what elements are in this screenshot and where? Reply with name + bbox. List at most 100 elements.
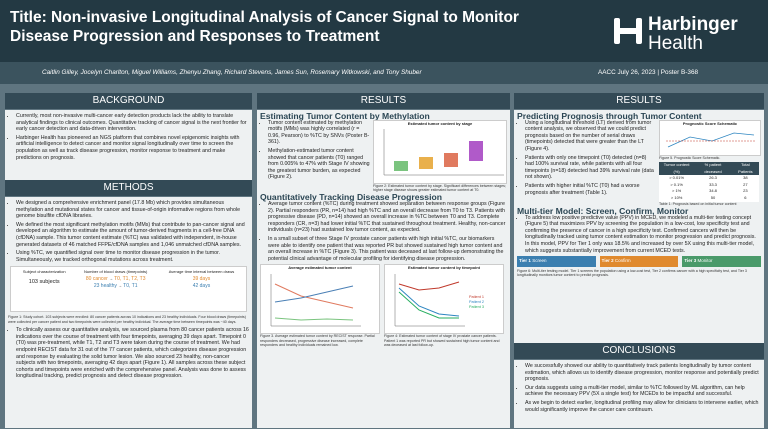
figure-3a: Average estimated tumor content bbox=[260, 264, 380, 335]
caption: Figure 2: Estimated tumor content by sta… bbox=[373, 183, 506, 192]
caption: Figure 1: Study cohort. 103 subjects wer… bbox=[8, 315, 246, 324]
caption: Figure 6: Multi-tier testing model. Tier… bbox=[517, 268, 747, 278]
caption: Table 1: Prognosis based on initial tumo… bbox=[659, 201, 737, 206]
caption: Figure 3. Average estimated tumor conten… bbox=[260, 334, 375, 348]
schematic-illustration bbox=[666, 132, 756, 148]
title: Title: Non-invasive Longitudinal Analysi… bbox=[10, 9, 519, 45]
table-cell: T0, T1, T2, T3 bbox=[114, 275, 146, 282]
subheading: Estimating Tumor Content by Methylation bbox=[260, 111, 430, 121]
legend-entry: Patient 1 bbox=[469, 295, 484, 300]
prognosis-table: Tumor content (%) % patient deceased Total… bbox=[659, 162, 759, 202]
bullet: Our data suggests using a multi-tier mod… bbox=[525, 385, 761, 398]
figure-title: Average estimated tumor content bbox=[288, 265, 352, 271]
bullet: We successfully showed our ability to qu… bbox=[525, 363, 761, 383]
caption: Figure 5. Prognostic Score Schematic. bbox=[659, 155, 721, 160]
bullet: Harbinger Health has pioneered an NGS pl… bbox=[16, 135, 249, 161]
bullet: To clinically assess our quantitative an… bbox=[16, 327, 249, 380]
table-cell: 33.3 bbox=[709, 181, 717, 187]
table-row: > 1% 34.8 23 bbox=[659, 188, 759, 195]
section-heading: BACKGROUND bbox=[5, 93, 252, 109]
figure-2: Estimated tumor content by stage bbox=[373, 119, 507, 184]
bullet: As we begin to detect earlier, longitudi… bbox=[525, 400, 761, 413]
table-header: Average time interval between draws bbox=[168, 269, 235, 275]
bullet: Tumor content estimated by methylation m… bbox=[268, 120, 370, 146]
legend: Patient 1 Patient 2 Patient 3 bbox=[469, 295, 484, 310]
table-header: Number of blood draws (timepoints) bbox=[84, 269, 148, 275]
conclusions-panel: We successfully showed our ability to qu… bbox=[514, 360, 764, 428]
table-cell: 6 bbox=[744, 194, 747, 200]
table-cell: 103 subjects bbox=[28, 279, 60, 286]
legend-entry: Patient 2 bbox=[469, 300, 484, 305]
line-chart-illustration bbox=[394, 273, 465, 327]
section-heading: RESULTS bbox=[514, 93, 764, 109]
tier-box: Tier 3 Monitor bbox=[682, 256, 762, 267]
logo-icon bbox=[614, 18, 642, 44]
section-heading: METHODS bbox=[5, 180, 252, 196]
subheading: Predicting Prognosis through Tumor Conte… bbox=[517, 111, 702, 121]
author-band bbox=[0, 62, 768, 84]
legend-entry: Patient 3 bbox=[469, 305, 484, 310]
table-cell: 27 bbox=[743, 181, 748, 187]
tier-box: Tier 1 Screen bbox=[517, 256, 596, 267]
bullet: Patients with only one timepoint (T0) de… bbox=[525, 155, 656, 181]
table-cell: 34.8 bbox=[709, 188, 717, 194]
table-cell: 50 bbox=[710, 194, 716, 200]
table-row: > 0.1% 33.3 27 bbox=[659, 182, 759, 189]
line-chart-illustration bbox=[270, 273, 361, 327]
table-header: % patient deceased bbox=[704, 162, 722, 174]
table-cell: 42 days bbox=[192, 282, 211, 289]
table-cell: > 0.1% bbox=[670, 181, 683, 187]
subheading: Multi-tier Model: Screen, Confirm, Monit… bbox=[517, 205, 689, 216]
bullet: Currently, most non-invasive multi-cance… bbox=[16, 113, 249, 133]
table-cell: 23 bbox=[743, 188, 748, 194]
figure-title: Estimated tumor content by timepoint bbox=[407, 265, 480, 271]
tier-text: Screen bbox=[532, 258, 547, 264]
subheading: Quantitatively Tracking Disease Progress… bbox=[260, 192, 442, 203]
table-cell: > 1% bbox=[672, 188, 682, 194]
authors: Caitlin Gilley, Jocelyn Charlton, Miguel… bbox=[42, 69, 422, 76]
results-panel: Estimating Tumor Content by Methylation … bbox=[257, 110, 510, 428]
conference: AACC July 26, 2023 | Poster B-368 bbox=[598, 69, 699, 76]
figure-title: Prognostic Score Schematic bbox=[682, 120, 738, 126]
tier-label: Tier 2 bbox=[601, 258, 614, 264]
table-header: Total Patients bbox=[738, 162, 753, 174]
bullet: Using a longitudinal threshold (LT) deri… bbox=[525, 120, 656, 153]
table-header: Subject characterization bbox=[22, 269, 66, 275]
bullet: In a small subset of three Stage IV pros… bbox=[268, 236, 507, 262]
table-cell: T0, T1 bbox=[123, 282, 138, 289]
section-heading: RESULTS bbox=[257, 93, 510, 109]
figure-3b: Estimated tumor content by timepoint Pat… bbox=[384, 264, 504, 335]
results-panel: Predicting Prognosis through Tumor Conte… bbox=[514, 110, 764, 346]
table-cell: 80 cancer bbox=[85, 275, 108, 282]
bullet: Methylation-estimated tumor content show… bbox=[268, 148, 370, 181]
boxplot-illustration bbox=[383, 129, 504, 176]
figure-1: Subject characterization Number of blood … bbox=[10, 266, 247, 313]
methods-panel: We designed a comprehensive enrichment p… bbox=[5, 197, 252, 428]
background-panel: Currently, most non-invasive multi-cance… bbox=[5, 110, 252, 182]
bullet: To address low positive predictive value… bbox=[525, 215, 761, 255]
table-row: > 10% 50 6 bbox=[659, 195, 759, 202]
table-cell: > 0.01% bbox=[669, 175, 685, 181]
table-row: Tumor content (%) % patient deceased Total… bbox=[659, 162, 759, 176]
section-heading: CONCLUSIONS bbox=[514, 343, 764, 359]
bullet: Using %TC, we quantified signal over tim… bbox=[16, 250, 249, 263]
tier-label: Tier 1 bbox=[519, 258, 531, 264]
logo-text: Harbinger bbox=[648, 14, 738, 35]
table-cell: 38 bbox=[743, 175, 748, 181]
table-cell: > 10% bbox=[670, 194, 683, 200]
bullet: We defined the most significant methylat… bbox=[16, 222, 249, 248]
figure-5: Tier 1 Screen Tier 2 Confirm Tier 3 Moni… bbox=[517, 256, 762, 267]
table-cell: 39 days bbox=[192, 275, 211, 282]
table-cell: 26.3 bbox=[709, 175, 717, 181]
logo-text: Health bbox=[648, 33, 703, 54]
bullet: We designed a comprehensive enrichment p… bbox=[16, 200, 249, 220]
figure-title: Estimated tumor content by stage bbox=[407, 120, 473, 126]
figure-4: Prognostic Score Schematic bbox=[659, 119, 761, 156]
bullet: Patients with higher initial %TC (T0) ha… bbox=[525, 183, 656, 196]
tier-text: Confirm bbox=[614, 258, 631, 264]
bullet: Average tumor content (%TC) during treat… bbox=[268, 201, 507, 234]
tier-label: Tier 3 bbox=[684, 258, 697, 264]
table-header: Tumor content (%) bbox=[663, 162, 690, 174]
tier-box: Tier 2 Confirm bbox=[599, 256, 679, 267]
tier-text: Monitor bbox=[697, 258, 713, 264]
